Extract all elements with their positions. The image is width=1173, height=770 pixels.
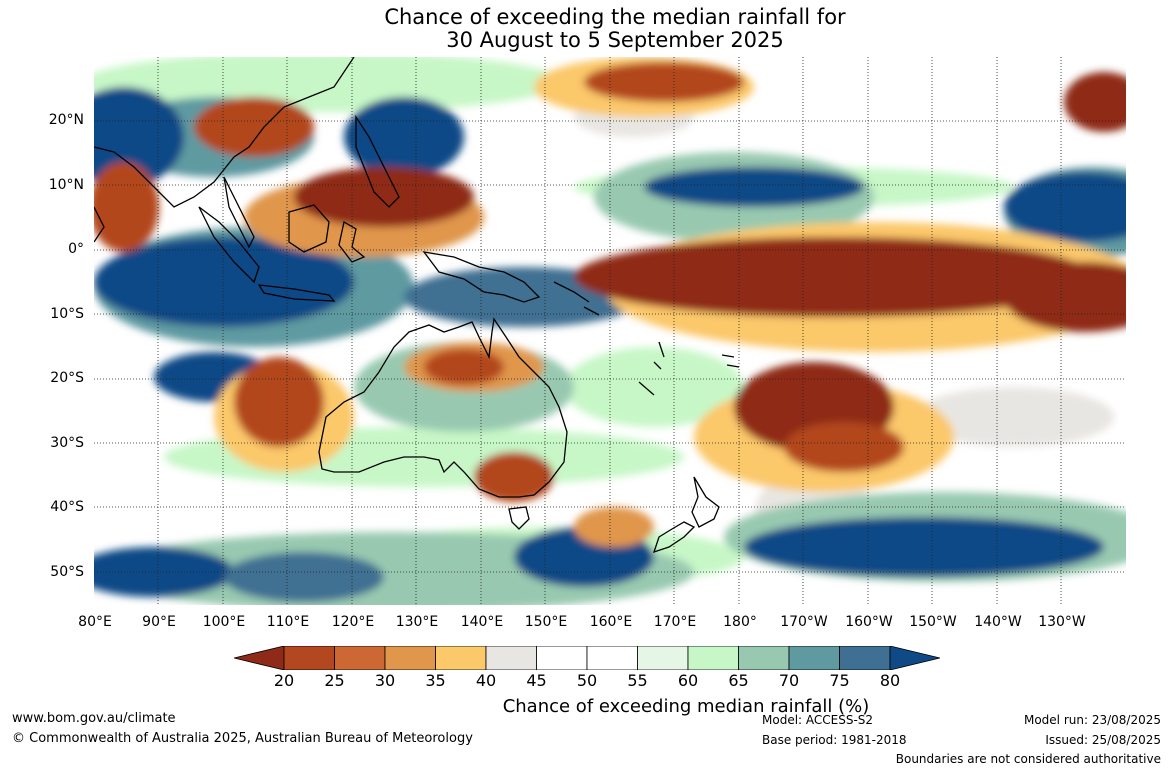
colorbar-bin <box>738 646 790 670</box>
lon-label-80e: 80°E <box>78 614 112 630</box>
lon-label-170w: 170°W <box>780 614 828 630</box>
footer-model-run: Model run: 23/08/2025 <box>1023 713 1161 727</box>
colorbar-tick-label: 20 <box>273 671 295 690</box>
lat-label-20n: 20°N <box>48 112 84 128</box>
lon-label-150w: 150°W <box>909 614 957 630</box>
colorbar-bin <box>384 646 436 670</box>
colorbar-bin <box>687 646 739 670</box>
colorbar-tick-label: 35 <box>425 671 446 690</box>
colorbar-tick-label: 75 <box>829 671 850 690</box>
philippines-coastline <box>355 114 400 208</box>
lat-label-0: 0° <box>68 241 84 257</box>
new-caledonia-coastline <box>638 381 655 396</box>
footer-copyright: © Commonwealth of Australia 2025, Austra… <box>12 731 473 746</box>
footer-issued: Issued: 25/08/2025 <box>1045 733 1161 747</box>
colorbar-extend-high <box>889 646 940 670</box>
solomons-coastline <box>553 281 600 316</box>
rainfall-probability-map <box>94 57 1126 605</box>
colorbar-tick-label: 30 <box>374 671 396 690</box>
colorbar-bin <box>839 646 891 670</box>
colorbar-tick-label: 70 <box>778 671 800 690</box>
colorbar-tick-label: 45 <box>526 671 547 690</box>
java-coastline <box>257 284 336 302</box>
fiji-coastline <box>721 354 740 368</box>
lon-label-110e: 110°E <box>266 614 310 630</box>
vanuatu-coastline <box>653 341 665 370</box>
colorbar <box>234 646 940 670</box>
chart-title-line1: Chance of exceeding the median rainfall … <box>384 5 846 29</box>
malay-peninsula-coastline <box>223 176 255 249</box>
colorbar-bin <box>334 646 386 670</box>
lon-label-140w: 140°W <box>974 614 1022 630</box>
footer-base-period: Base period: 1981-2018 <box>762 733 907 747</box>
colorbar-bin <box>435 646 487 670</box>
colorbar-cells <box>234 646 940 670</box>
sumatra-coastline <box>198 206 260 284</box>
colorbar-extend-low <box>234 646 285 670</box>
graticule <box>94 57 1126 605</box>
lat-label-20s: 20°S <box>50 370 84 386</box>
colorbar-bin <box>283 646 335 670</box>
colorbar-bin <box>788 646 840 670</box>
new-zealand-south-coastline <box>652 521 696 554</box>
tasmania-coastline <box>508 506 530 530</box>
chart-title-line2: 30 August to 5 September 2025 <box>446 28 784 52</box>
lat-label-40s: 40°S <box>50 499 84 515</box>
colorbar-tick-label: 40 <box>475 671 497 690</box>
colorbar-bin <box>536 646 588 670</box>
lon-label-130w: 130°W <box>1038 614 1086 630</box>
lon-label-130e: 130°E <box>395 614 439 630</box>
footer-disclaimer: Boundaries are not considered authoritat… <box>895 752 1161 766</box>
new-guinea-coastline <box>422 251 541 303</box>
colorbar-title: Chance of exceeding median rainfall (%) <box>502 696 870 717</box>
colorbar-tick-label: 55 <box>627 671 648 690</box>
lat-label-50s: 50°S <box>50 564 84 580</box>
lat-label-10n: 10°N <box>48 177 84 193</box>
footer-model: Model: ACCESS-S2 <box>762 713 874 727</box>
india-coastline <box>94 206 105 243</box>
colorbar-bin <box>485 646 537 670</box>
colorbar-bin <box>637 646 689 670</box>
lon-label-170e: 170°E <box>653 614 697 630</box>
lon-label-150e: 150°E <box>524 614 568 630</box>
lon-label-140e: 140°E <box>460 614 504 630</box>
lon-label-160w: 160°W <box>845 614 893 630</box>
sulawesi-coastline <box>338 220 366 263</box>
asia-mainland-coastline <box>94 57 355 208</box>
lat-label-10s: 10°S <box>50 306 84 322</box>
lat-label-30s: 30°S <box>50 435 84 451</box>
colorbar-tick-label: 65 <box>728 671 749 690</box>
colorbar-tick-label: 50 <box>576 671 598 690</box>
new-zealand-north-coastline <box>691 476 720 528</box>
colorbar-tick-label: 25 <box>324 671 345 690</box>
colorbar-bin <box>586 646 638 670</box>
footer-url: www.bom.gov.au/climate <box>12 711 176 726</box>
lon-label-160e: 160°E <box>589 614 633 630</box>
coastlines <box>94 57 740 554</box>
colorbar-tick-label: 80 <box>879 671 901 690</box>
rainfall-anomaly-field <box>94 57 1126 605</box>
lon-label-120e: 120°E <box>331 614 375 630</box>
map-svg <box>94 57 1126 605</box>
lon-label-100e: 100°E <box>202 614 246 630</box>
lon-label-180: 180° <box>723 614 757 630</box>
borneo-coastline <box>288 204 330 253</box>
colorbar-tick-label: 60 <box>677 671 699 690</box>
lon-label-90e: 90°E <box>142 614 176 630</box>
australia-coastline <box>318 317 568 498</box>
